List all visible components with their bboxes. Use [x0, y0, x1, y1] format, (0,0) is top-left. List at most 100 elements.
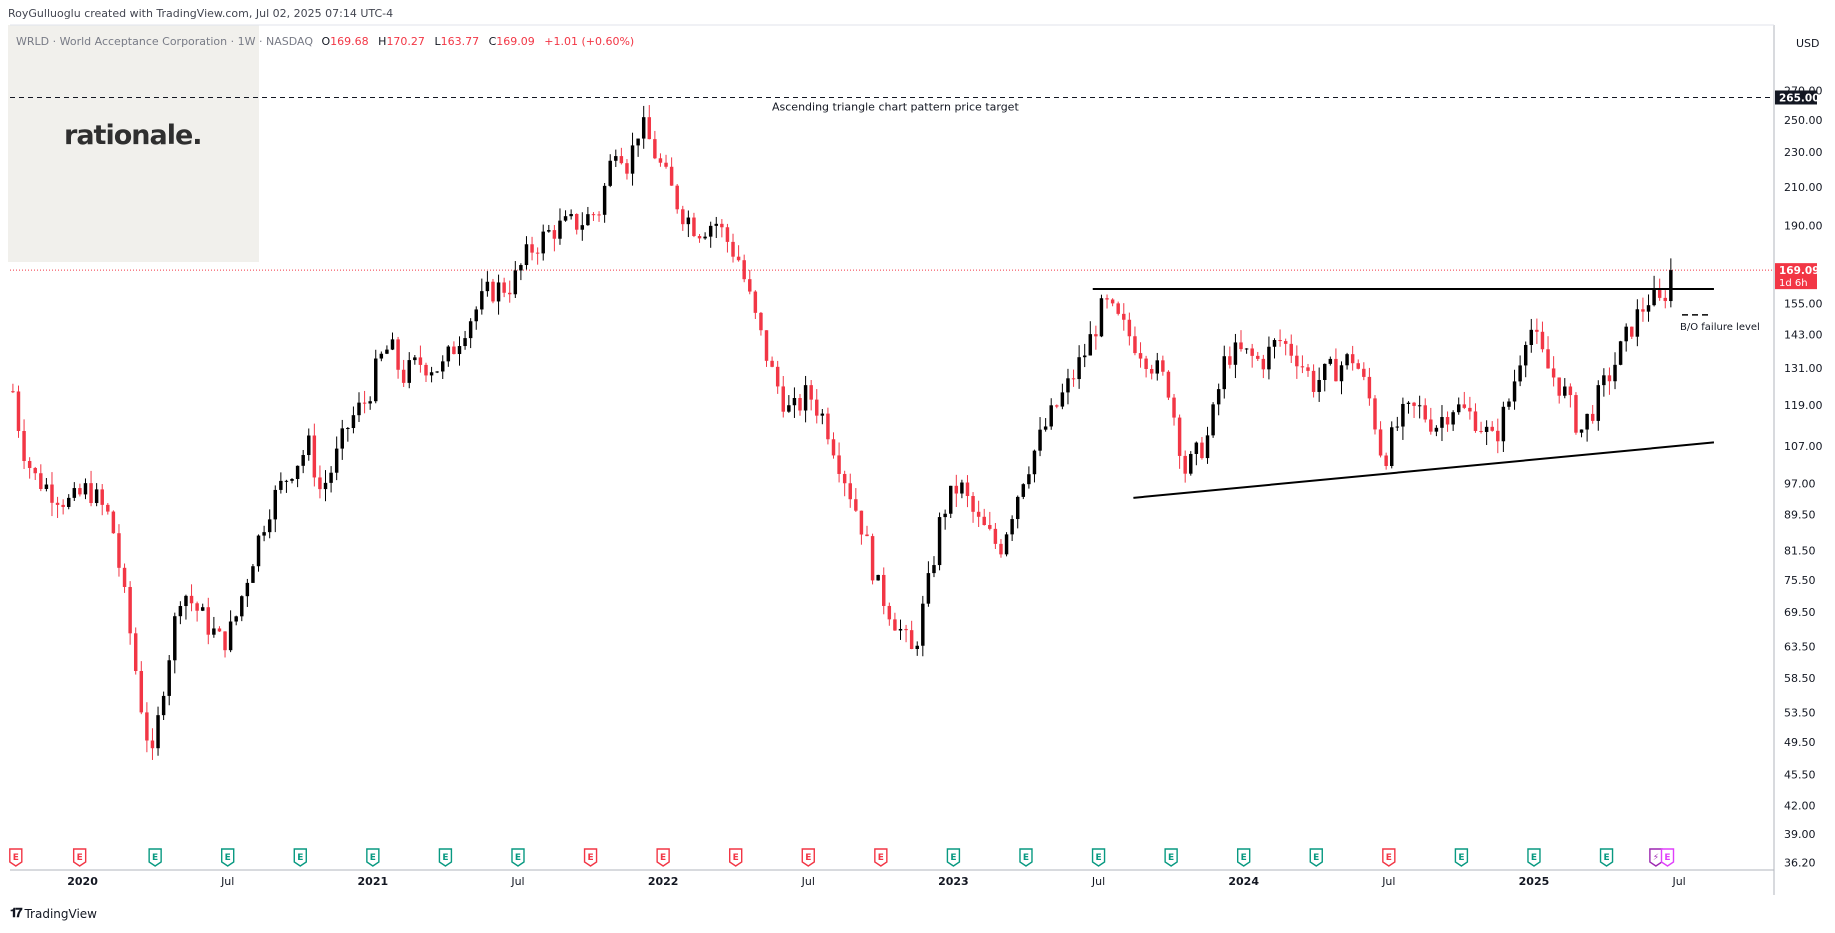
candle-body	[290, 478, 294, 481]
earnings-marker-up[interactable]: E	[293, 848, 307, 867]
candle-body	[692, 217, 696, 237]
symbol-description[interactable]: WRLD · World Acceptance Corporation · 1W…	[16, 35, 313, 48]
candle-body	[167, 660, 171, 696]
candle-body	[262, 532, 266, 536]
last-price-label-bg[interactable]	[1775, 263, 1817, 290]
earnings-marker-down[interactable]: E	[729, 848, 743, 867]
candle-body	[714, 223, 719, 226]
earnings-marker-split[interactable]: ⚡	[1649, 848, 1663, 867]
candle-body	[374, 358, 378, 402]
candle-body	[1183, 455, 1187, 474]
candle-body	[22, 430, 26, 462]
candle-body	[245, 582, 250, 597]
earnings-marker-up[interactable]: E	[438, 848, 453, 867]
earnings-icon	[656, 848, 670, 867]
candle-body	[1518, 365, 1522, 382]
earnings-marker-up[interactable]: E	[221, 848, 235, 867]
candle-body	[921, 603, 925, 646]
earnings-glyph: E	[442, 853, 448, 863]
x-tick-label: Jul	[1091, 875, 1105, 888]
earnings-marker-down[interactable]: E	[72, 848, 87, 867]
candle-body	[574, 213, 579, 230]
earnings-icon	[1599, 848, 1614, 867]
candle-body	[1082, 355, 1087, 358]
earnings-marker-up[interactable]: E	[1309, 848, 1323, 867]
y-tick-label: 131.00	[1784, 362, 1823, 375]
candle-body	[736, 256, 741, 261]
y-tick-label: 49.50	[1784, 736, 1816, 749]
candle-body	[1133, 336, 1137, 354]
candle-body	[39, 473, 43, 489]
earnings-marker-up[interactable]: E	[1454, 848, 1469, 867]
support-trendline[interactable]	[1133, 441, 1715, 499]
earnings-marker-up[interactable]: E	[148, 848, 162, 867]
earnings-marker-up[interactable]: E	[1091, 848, 1106, 867]
candle-body	[1669, 270, 1673, 302]
earnings-marker-down[interactable]: E	[1382, 848, 1396, 867]
earnings-icon	[221, 848, 235, 867]
candle-body	[1501, 406, 1506, 442]
tradingview-brand[interactable]: 𝟏𝟕 TradingView	[10, 906, 97, 921]
earnings-marker-up[interactable]: E	[366, 848, 380, 867]
candle-body	[1635, 309, 1640, 337]
candle-body	[502, 282, 506, 293]
candle-body	[307, 435, 311, 456]
candle-body	[669, 166, 674, 186]
candle-body	[279, 480, 283, 490]
x-tick-label: 2022	[648, 875, 679, 888]
candle-body	[318, 477, 322, 490]
candle-body	[1311, 370, 1316, 392]
earnings-marker-down[interactable]: E	[9, 848, 23, 867]
earnings-marker-up[interactable]: E	[511, 848, 525, 867]
candle-body	[480, 291, 484, 310]
candle-body	[887, 605, 892, 620]
earnings-marker-pending[interactable]: E	[1660, 848, 1675, 867]
candle-body	[1378, 429, 1383, 456]
candle-body	[815, 399, 819, 416]
candle-body	[563, 216, 568, 221]
candle-body	[1105, 298, 1109, 300]
candle-body	[608, 160, 612, 186]
candle-body	[83, 483, 88, 495]
earnings-marker-down[interactable]: E	[583, 848, 598, 867]
candle-body	[1122, 313, 1126, 320]
earnings-marker-down[interactable]: E	[801, 848, 815, 867]
high-label: H	[378, 35, 387, 48]
candle-body	[1596, 385, 1601, 421]
earnings-glyph: E	[515, 853, 521, 863]
candle-body	[647, 117, 652, 140]
candle-body	[1010, 519, 1014, 535]
earnings-marker-up[interactable]: E	[946, 848, 961, 867]
candle-body	[1015, 496, 1020, 520]
earnings-marker-up[interactable]: E	[1236, 848, 1251, 867]
candle-body	[602, 185, 607, 215]
tradingview-brand-text: TradingView	[24, 906, 97, 921]
earnings-icon	[1019, 848, 1033, 867]
candle-body	[267, 519, 272, 533]
candle-body	[681, 209, 685, 225]
candle-body	[195, 603, 199, 611]
candle-body	[1189, 453, 1193, 474]
symbol-legend[interactable]: WRLD · World Acceptance Corporation · 1W…	[16, 35, 640, 48]
candle-body	[1222, 356, 1226, 390]
candle-body	[703, 236, 707, 239]
earnings-marker-up[interactable]: E	[1019, 848, 1033, 867]
candle-body	[770, 360, 774, 367]
candle-body	[781, 386, 785, 412]
target-price-label-bg[interactable]	[1775, 90, 1817, 105]
candle-body	[1445, 417, 1450, 425]
earnings-icon	[1164, 848, 1178, 867]
y-tick-label: 190.00	[1784, 219, 1823, 232]
earnings-marker-up[interactable]: E	[1599, 848, 1614, 867]
candle-body	[725, 227, 730, 242]
earnings-marker-up[interactable]: E	[1164, 848, 1178, 867]
earnings-marker-up[interactable]: E	[1527, 848, 1541, 867]
earnings-marker-down[interactable]: E	[874, 848, 888, 867]
y-tick-label: 58.50	[1784, 672, 1816, 685]
earnings-icon	[874, 848, 888, 867]
x-tick-label: Jul	[1671, 875, 1685, 888]
candle-body	[78, 488, 82, 495]
candle-body	[943, 513, 947, 518]
earnings-marker-down[interactable]: E	[656, 848, 670, 867]
